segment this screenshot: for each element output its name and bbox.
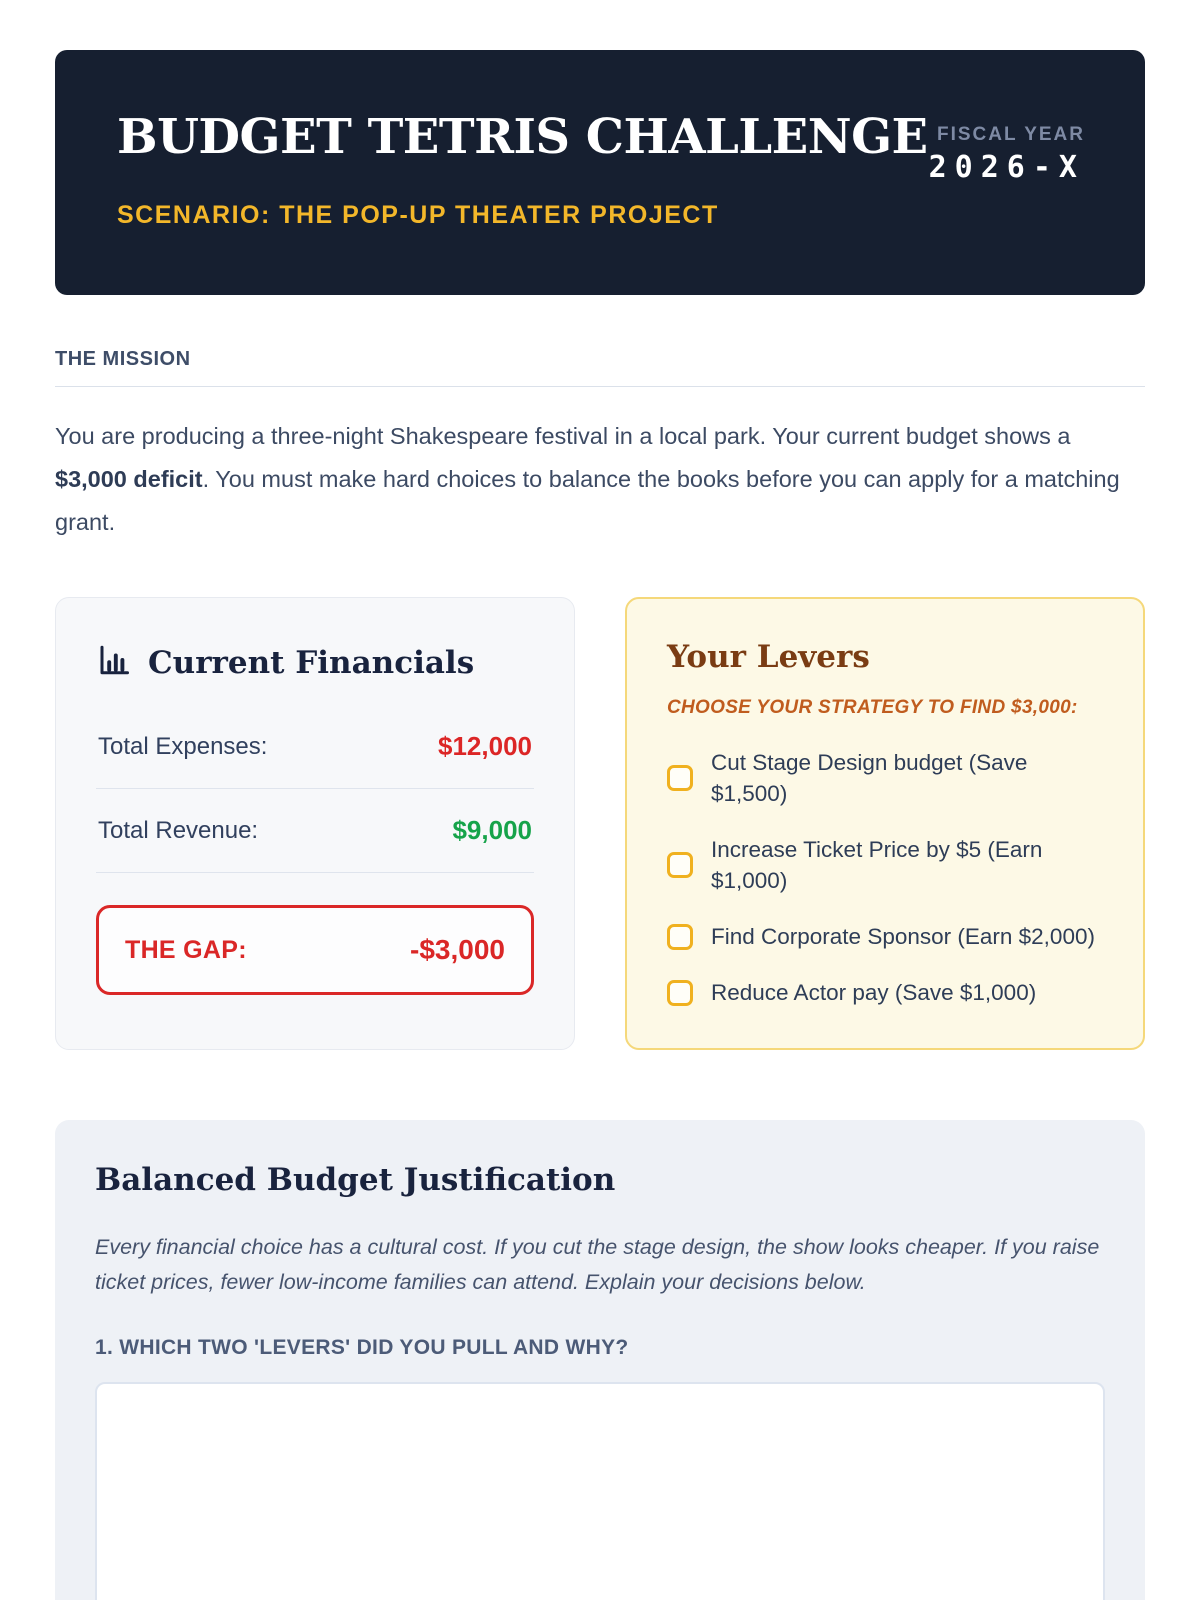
checkbox-icon[interactable] [667, 765, 693, 792]
header-banner: BUDGET TETRIS CHALLENGE FISCAL YEAR 2026… [55, 50, 1145, 295]
justification-question-1: 1. WHICH TWO 'LEVERS' DID YOU PULL AND W… [95, 1335, 629, 1359]
lever-option-label: Reduce Actor pay (Save $1,000) [711, 980, 1037, 1006]
mission-text-before: You are producing a three-night Shakespe… [55, 423, 1071, 449]
levers-list: Cut Stage Design budget (Save $1,500) In… [667, 747, 1103, 1008]
justification-intro: Every financial choice has a cultural co… [95, 1235, 1100, 1295]
expenses-row: Total Expenses: $12,000 [96, 705, 534, 789]
mission-text-after: . You must make hard choices to balance … [55, 466, 1120, 535]
gap-value: -$3,000 [410, 934, 505, 965]
scenario-subtitle: SCENARIO: THE POP-UP THEATER PROJECT [117, 201, 719, 229]
lever-option-label: Find Corporate Sponsor (Earn $2,000) [711, 924, 1095, 950]
revenue-value: $9,000 [452, 815, 532, 845]
checkbox-icon[interactable] [667, 923, 693, 950]
checkbox-icon[interactable] [667, 852, 693, 879]
mission-heading: THE MISSION [55, 348, 1145, 387]
current-financials-card: Current Financials Total Expenses: $12,0… [55, 597, 575, 1051]
justification-section: Balanced Budget Justification Every fina… [55, 1120, 1145, 1600]
bar-chart-icon [96, 642, 132, 683]
checkbox-icon[interactable] [667, 979, 693, 1006]
gap-label: THE GAP: [125, 935, 247, 964]
lever-option-cut-stage-design[interactable]: Cut Stage Design budget (Save $1,500) [667, 747, 1103, 809]
lever-option-increase-ticket-price[interactable]: Increase Ticket Price by $5 (Earn $1,000… [667, 834, 1103, 896]
expenses-value: $12,000 [438, 731, 532, 761]
fiscal-year-value: 2026-X [928, 150, 1085, 185]
fiscal-year-label: FISCAL YEAR [937, 124, 1085, 145]
justification-title: Balanced Budget Justification [95, 1162, 616, 1199]
expenses-label: Total Expenses: [98, 732, 268, 760]
lever-option-corporate-sponsor[interactable]: Find Corporate Sponsor (Earn $2,000) [667, 921, 1103, 952]
levers-subtitle: CHOOSE YOUR STRATEGY TO FIND $3,000: [667, 697, 1078, 718]
mission-body: You are producing a three-night Shakespe… [55, 415, 1145, 544]
lever-option-label: Cut Stage Design budget (Save $1,500) [711, 750, 1028, 807]
lever-option-reduce-actor-pay[interactable]: Reduce Actor pay (Save $1,000) [667, 977, 1103, 1008]
financials-title: Current Financials [148, 644, 475, 681]
cards-row: Current Financials Total Expenses: $12,0… [55, 597, 1145, 1051]
lever-option-label: Increase Ticket Price by $5 (Earn $1,000… [711, 837, 1043, 894]
mission-deficit-highlight: $3,000 deficit [55, 466, 203, 492]
revenue-row: Total Revenue: $9,000 [96, 789, 534, 873]
mission-section: THE MISSION You are producing a three-ni… [55, 348, 1145, 544]
revenue-label: Total Revenue: [98, 816, 259, 844]
levers-card: Your Levers CHOOSE YOUR STRATEGY TO FIND… [625, 597, 1145, 1051]
justification-answer-textarea[interactable] [95, 1381, 1105, 1600]
page-title: BUDGET TETRIS CHALLENGE [117, 109, 928, 165]
levers-title: Your Levers [667, 639, 870, 675]
fiscal-year-block: FISCAL YEAR 2026-X [929, 112, 1085, 185]
gap-box: THE GAP: -$3,000 [96, 905, 534, 995]
